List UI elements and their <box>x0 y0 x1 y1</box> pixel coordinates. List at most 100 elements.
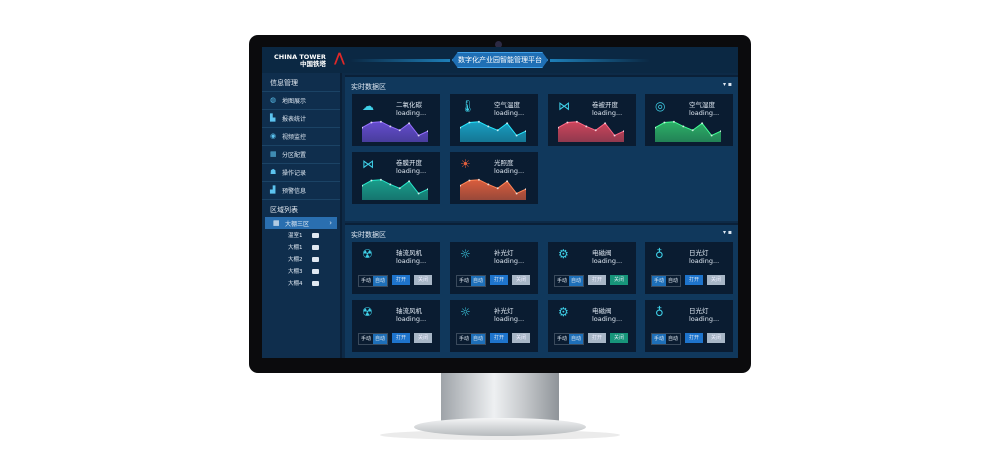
sub-zone-item[interactable]: 大棚1 <box>262 241 340 253</box>
open-button[interactable]: 打开 <box>392 333 410 343</box>
sidebar-item[interactable]: ▟ 预警信息 <box>262 181 340 199</box>
open-button[interactable]: 打开 <box>685 275 703 285</box>
open-button[interactable]: 打开 <box>490 275 508 285</box>
sparkline-point <box>515 192 518 195</box>
sparkline-line <box>460 121 526 137</box>
manual-button[interactable]: 手动 <box>555 334 569 344</box>
sparkline-chart <box>362 178 428 200</box>
device-card: ☼ 补光灯 loading... 手动 自动 打开 关闭 <box>450 300 538 352</box>
sensor-card[interactable]: ⋈ 卷膜开度 loading... <box>352 152 440 204</box>
sparkline-point <box>460 126 461 129</box>
sparkline-point <box>427 130 428 133</box>
sparkline-point <box>701 122 704 125</box>
fan-icon: ☢ <box>362 247 373 261</box>
tower-logo-icon: ⋀ <box>334 51 345 66</box>
sidebar: 信息管理 ◍ 地图展示 ▙ 报表统计 ◉ 视频监控 ▦ 分区配置 ☗ 操作记录 ▟ 预警信息 区域列表 ▦ 大… <box>262 73 342 358</box>
sparkline-point <box>362 126 363 129</box>
manual-button[interactable]: 手动 <box>359 276 373 286</box>
auto-button[interactable]: 自动 <box>666 276 680 286</box>
close-button[interactable]: 关闭 <box>610 333 628 343</box>
manual-button[interactable]: 手动 <box>652 334 666 344</box>
open-button[interactable]: 打开 <box>392 275 410 285</box>
manual-button[interactable]: 手动 <box>652 276 666 286</box>
auto-button[interactable]: 自动 <box>569 334 583 344</box>
sensor-card[interactable]: ☁ 二氧化碳 loading... <box>352 94 440 146</box>
auto-button[interactable]: 自动 <box>569 276 583 286</box>
valve-icon: ⚙ <box>558 305 569 319</box>
camera-icon: ◉ <box>270 132 277 140</box>
camera-icon[interactable] <box>312 232 319 238</box>
sensor-card[interactable]: 🌡 空气温度 loading... <box>450 94 538 146</box>
sub-zone-item[interactable]: 大棚2 <box>262 253 340 265</box>
auto-button[interactable]: 自动 <box>373 334 387 344</box>
sparkline-area <box>460 121 526 142</box>
close-button[interactable]: 关闭 <box>707 275 725 285</box>
device-card: ♁ 日光灯 loading... 手动 自动 打开 关闭 <box>645 242 733 294</box>
open-button[interactable]: 打开 <box>490 333 508 343</box>
decor-line <box>550 59 650 62</box>
roller-icon: ⋈ <box>362 157 374 171</box>
sidebar-section-title: 区域列表 <box>262 199 340 217</box>
close-button[interactable]: 关闭 <box>512 275 530 285</box>
roller-icon: ⋈ <box>558 99 570 113</box>
mode-toggle: 手动 自动 <box>554 333 584 345</box>
sidebar-item[interactable]: ◉ 视频监控 <box>262 127 340 145</box>
panel-title: 实时数据区 <box>351 83 386 91</box>
close-button[interactable]: 关闭 <box>414 275 432 285</box>
sidebar-item[interactable]: ▙ 报表统计 <box>262 109 340 127</box>
auto-button[interactable]: 自动 <box>373 276 387 286</box>
close-button[interactable]: 关闭 <box>610 275 628 285</box>
panel-controls[interactable]: ▾ ▪ <box>723 229 732 236</box>
lamp-icon: ♁ <box>655 305 664 319</box>
auto-button[interactable]: 自动 <box>471 276 485 286</box>
sparkline-point <box>398 129 401 132</box>
sidebar-item[interactable]: ☗ 操作记录 <box>262 163 340 181</box>
camera-icon[interactable] <box>312 244 319 250</box>
manual-button[interactable]: 手动 <box>359 334 373 344</box>
sensor-card[interactable]: ⋈ 卷被开度 loading... <box>548 94 636 146</box>
auto-button[interactable]: 自动 <box>471 334 485 344</box>
sparkline-point <box>594 129 597 132</box>
sparkline-point <box>362 184 363 187</box>
sparkline-point <box>370 121 373 124</box>
sparkline-point <box>655 126 656 129</box>
close-button[interactable]: 关闭 <box>512 333 530 343</box>
manual-button[interactable]: 手动 <box>457 334 471 344</box>
camera-icon[interactable] <box>312 280 319 286</box>
auto-button[interactable]: 自动 <box>666 334 680 344</box>
open-button[interactable]: 打开 <box>685 333 703 343</box>
sensor-card[interactable]: ◎ 空气湿度 loading... <box>645 94 733 146</box>
bulb-icon: ☼ <box>460 247 471 261</box>
close-button[interactable]: 关闭 <box>707 333 725 343</box>
sparkline-point <box>370 179 373 182</box>
sub-zone-item[interactable]: 大棚4 <box>262 277 340 289</box>
sparkline-point <box>585 125 588 128</box>
app-title: 数字化产业园智能管理平台 <box>452 52 548 68</box>
zone-item-selected[interactable]: ▦ 大棚三区 › <box>265 217 337 229</box>
decor-line <box>350 59 450 62</box>
sub-zone-item[interactable]: 温室1 <box>262 229 340 241</box>
sidebar-section-title: 信息管理 <box>270 79 298 87</box>
camera-icon[interactable] <box>312 256 319 262</box>
open-button[interactable]: 打开 <box>588 333 606 343</box>
sidebar-item[interactable]: ◍ 地图展示 <box>262 91 340 109</box>
manual-button[interactable]: 手动 <box>555 276 569 286</box>
close-button[interactable]: 关闭 <box>414 333 432 343</box>
sub-zone-item[interactable]: 大棚3 <box>262 265 340 277</box>
monitor: CHINA TOWER 中国铁塔 ⋀ 数字化产业园智能管理平台 信息管理 ◍ 地图展示… <box>249 35 751 373</box>
manual-button[interactable]: 手动 <box>457 276 471 286</box>
camera-icon[interactable] <box>312 268 319 274</box>
sparkline-point <box>379 178 382 181</box>
sparkline-line <box>655 121 721 137</box>
panel-controls[interactable]: ▾ ▪ <box>723 81 732 88</box>
sparkline-point <box>496 129 499 132</box>
sidebar-item[interactable]: ▦ 分区配置 <box>262 145 340 163</box>
open-button[interactable]: 打开 <box>588 275 606 285</box>
sparkline-point <box>460 184 461 187</box>
mode-toggle: 手动 自动 <box>456 275 486 287</box>
sparkline-point <box>672 120 675 123</box>
sparkline-point <box>487 125 490 128</box>
sparkline-line <box>362 179 428 195</box>
sensor-card[interactable]: ☀ 光照度 loading... <box>450 152 538 204</box>
sparkline-area <box>362 121 428 142</box>
